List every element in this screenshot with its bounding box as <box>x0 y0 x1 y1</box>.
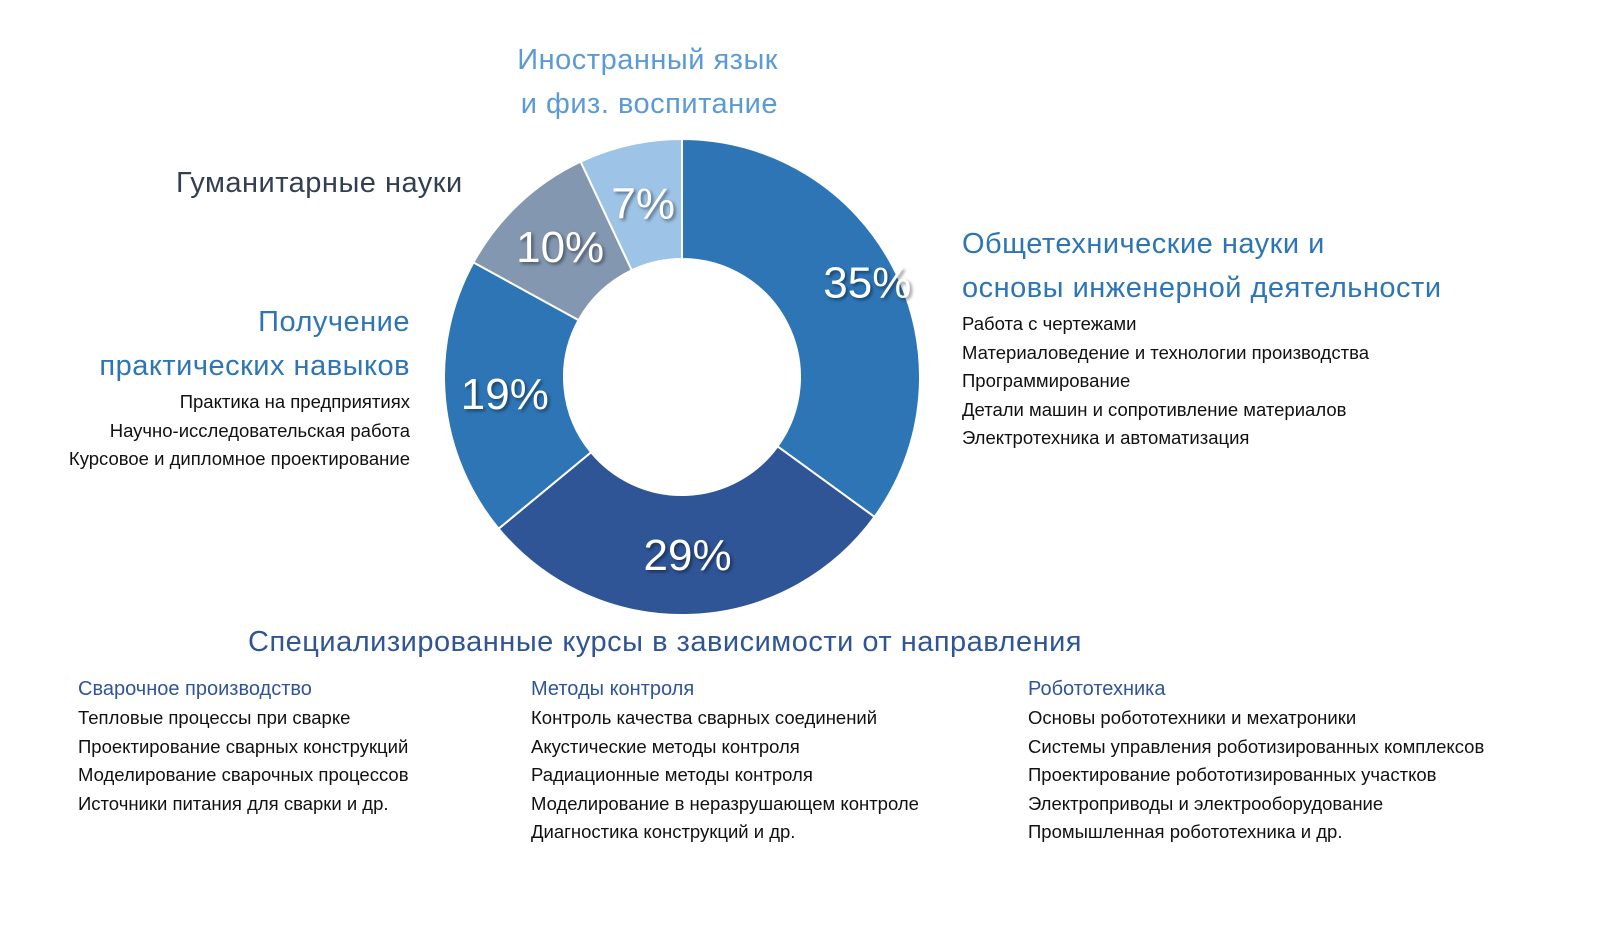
list-item: Диагностика конструкций и др. <box>531 821 796 842</box>
label-general: Общетехнические науки и основы инженерно… <box>962 222 1442 453</box>
list-item: Проектирование сварных конструкций <box>78 735 409 757</box>
slice-value-label: 7% <box>611 179 675 228</box>
label-specialized: Специализированные курсы в зависимости о… <box>248 626 1083 658</box>
slice-value-label: 19% <box>461 370 549 419</box>
donut-slice <box>579 137 683 272</box>
list-item: Источники питания для сварки и др. <box>78 792 389 814</box>
list-item: Тепловые процессы при сварке <box>78 707 351 728</box>
label-practice-line2: практических навыков <box>99 350 410 382</box>
label-foreign-line1: Иностранный язык <box>517 44 778 76</box>
slice-value-label: 10% <box>516 223 604 272</box>
donut-slice <box>443 260 593 531</box>
course-group-title: Робототехника <box>1028 678 1166 700</box>
list-item: Материаловедение и технологии производст… <box>962 341 1369 363</box>
list-item: Детали машин и сопротивление материалов <box>962 398 1347 420</box>
list-item: Электроприводы и электрооборудование <box>1028 792 1384 814</box>
label-general-line2: основы инженерной деятельности <box>962 272 1442 304</box>
list-item: Акустические методы контроля <box>531 735 800 757</box>
course-group-title: Методы контроля <box>531 678 695 700</box>
list-item: Системы управления роботизированных комп… <box>1028 735 1485 757</box>
list-item: Работа с чертежами <box>962 313 1137 334</box>
label-practice-line1: Получение <box>258 306 410 338</box>
list-item: Программирование <box>962 370 1131 391</box>
label-foreign: Иностранный язык и физ. воспитание <box>517 38 778 126</box>
list-item: Радиационные методы контроля <box>531 764 813 785</box>
label-foreign-line2: и физ. воспитание <box>520 88 778 120</box>
donut-slice <box>681 137 921 519</box>
donut-slice <box>497 444 876 616</box>
list-item: Моделирование сварочных процессов <box>78 764 409 785</box>
list-item: Проектирование робототизированных участк… <box>1028 764 1437 785</box>
list-item: Моделирование в неразрушающем контроле <box>531 792 919 814</box>
slice-value-label: 29% <box>644 531 732 580</box>
course-group-title: Сварочное производство <box>78 678 312 700</box>
list-item: Научно-исследовательская работа <box>109 419 410 441</box>
course-group: Методы контроля Контроль качества сварных… <box>531 674 919 847</box>
label-general-line1: Общетехнические науки и <box>962 228 1325 260</box>
label-practice: Получение практических навыков Практика … <box>69 300 410 474</box>
list-item: Курсовое и дипломное проектирование <box>68 448 410 469</box>
list-item: Электротехника и автоматизация <box>962 427 1250 448</box>
list-item: Практика на предприятиях <box>179 391 410 412</box>
slice-value-label: 35% <box>823 259 911 308</box>
list-item: Промышленная робототехника и др. <box>1028 821 1343 842</box>
list-item: Основы робототехники и мехатроники <box>1028 707 1357 728</box>
course-group: Робототехника Основы робототехники и меха… <box>1028 674 1484 847</box>
label-humanities: Гуманитарные науки <box>176 167 463 199</box>
list-item: Контроль качества сварных соединений <box>531 707 878 728</box>
course-group: Сварочное производство Тепловые процессы … <box>78 674 409 818</box>
